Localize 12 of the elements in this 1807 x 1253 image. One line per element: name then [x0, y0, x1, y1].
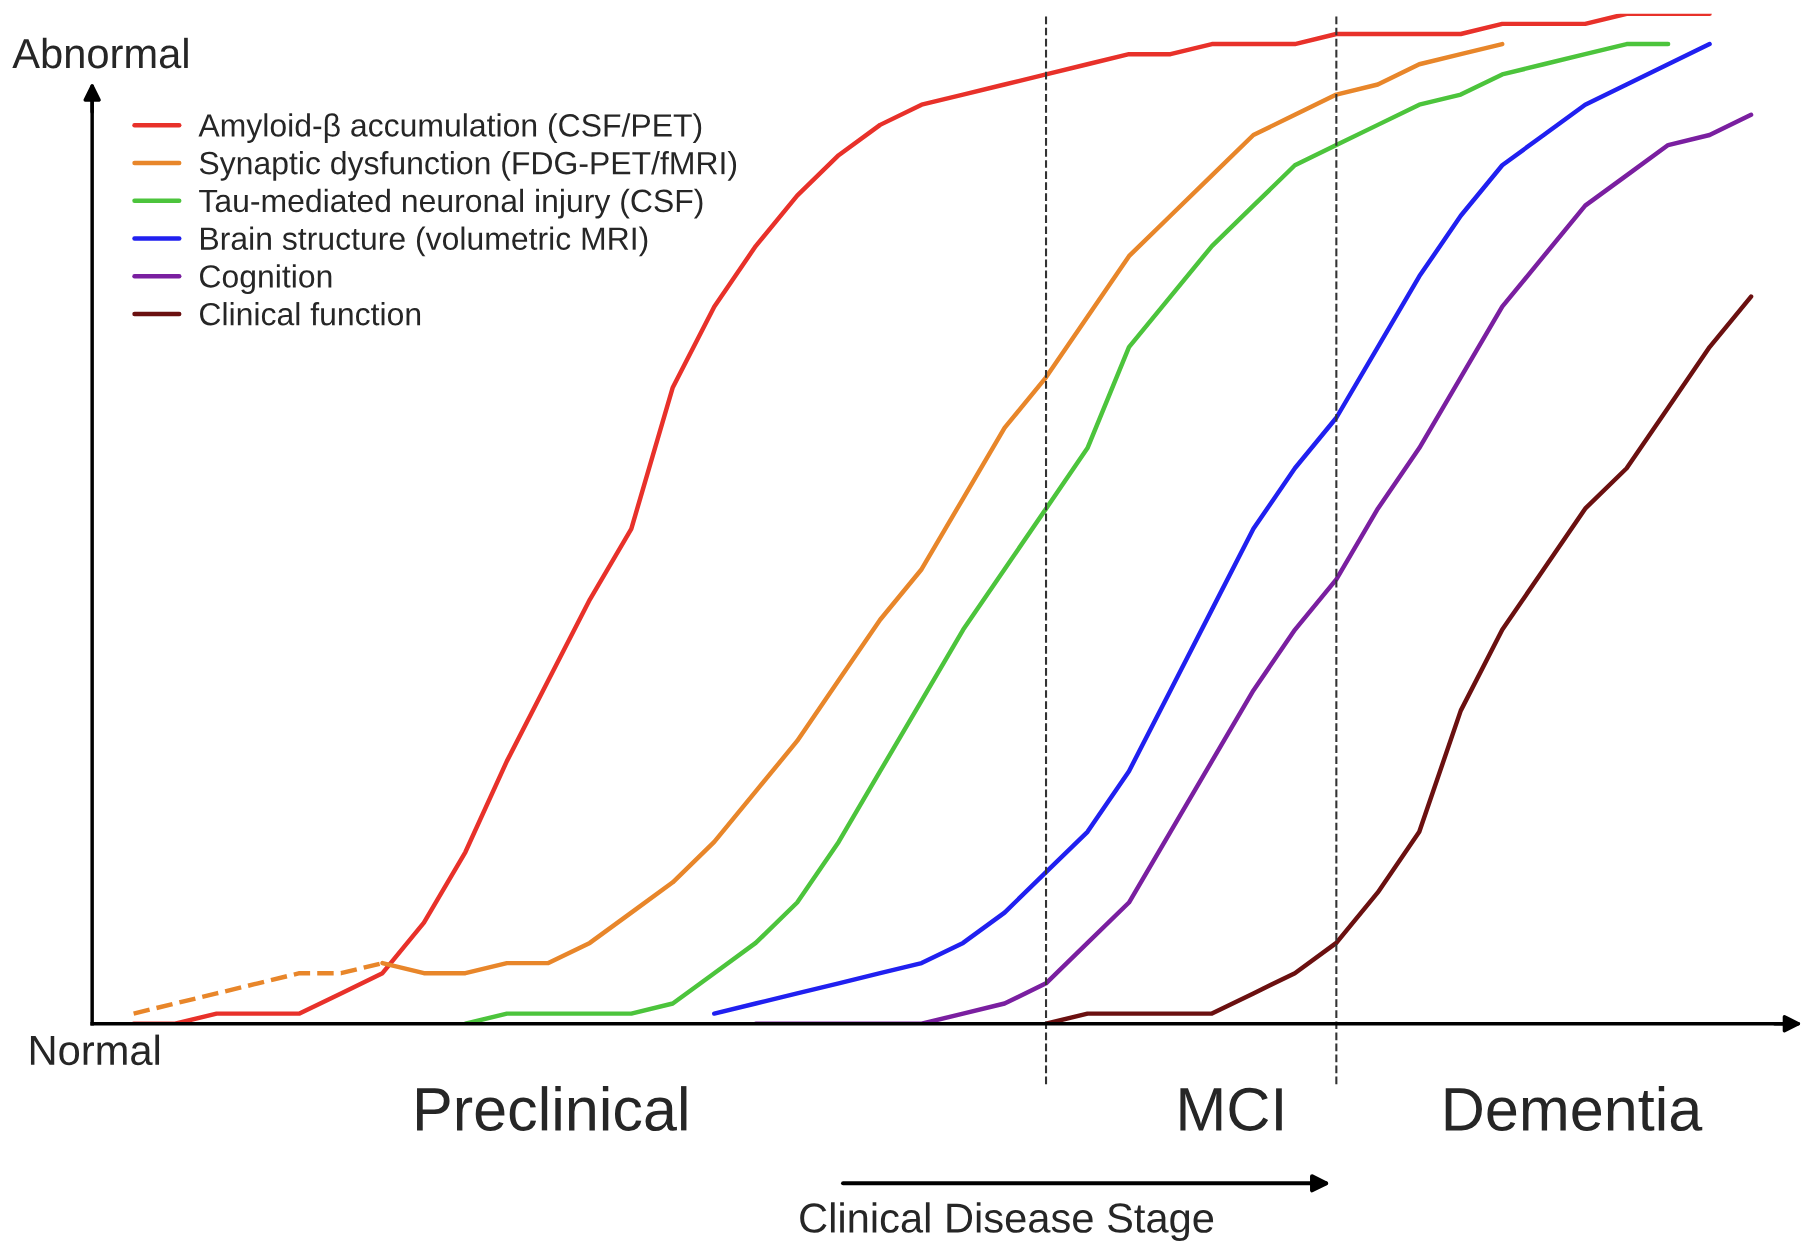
text: Preclinical — [417, 1086, 687, 1131]
legend-label: Synaptic dysfunction (FDG-PET/fMRI) — [199, 150, 737, 181]
legend-label: Tau-mediated neuronal injury (CSF) — [199, 188, 703, 219]
legend-label: Amyloid-β accumulation (CSF/PET) — [198, 113, 702, 144]
x-axis-title: Clinical Disease Stage — [800, 1202, 1214, 1242]
text: Normal — [30, 1034, 160, 1066]
legend-label: Brain structure (volumetric MRI) — [201, 226, 648, 257]
text: Dementia — [1445, 1086, 1703, 1131]
annotation: Abnormal — [12, 37, 188, 69]
legend-label: Cognition — [200, 264, 332, 295]
legend-label: Clinical function — [200, 302, 421, 326]
text: MCI — [1180, 1087, 1282, 1131]
